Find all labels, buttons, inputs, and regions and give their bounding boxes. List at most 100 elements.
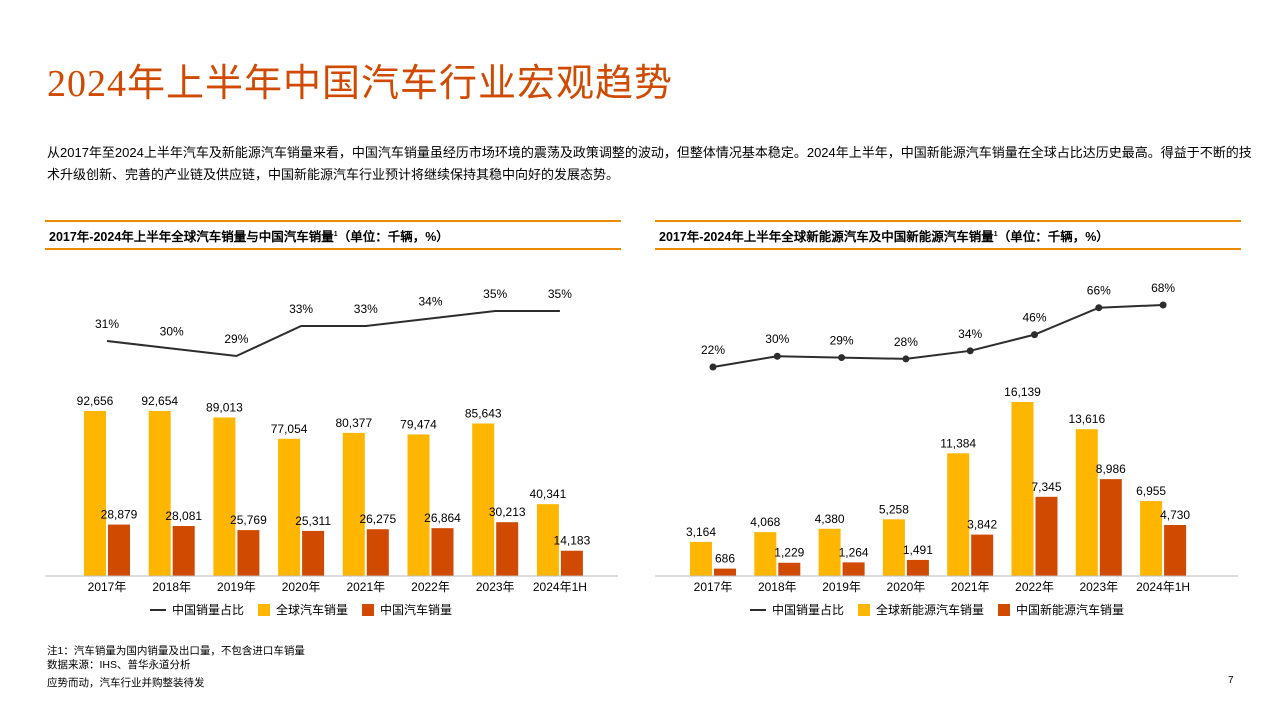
chart-2-x-tick-label: 2024年1H — [1136, 580, 1190, 594]
chart-1-china-bar-label: 25,769 — [230, 513, 267, 527]
chart-1-line-label: 33% — [354, 302, 378, 316]
chart-2-global-bar-label: 3,164 — [686, 525, 716, 539]
chart-1-line-label: 35% — [483, 287, 507, 301]
chart-1-china-bar-label: 25,311 — [295, 514, 331, 528]
chart-2-global-bar — [818, 528, 841, 576]
page-number: 7 — [1228, 675, 1234, 686]
chart-1-global-bar-label: 80,377 — [335, 416, 372, 430]
chart-2-china-bar — [971, 534, 994, 576]
footnote: 注1：汽车销量为国内销量及出口量，不包含进口车销量 — [47, 645, 305, 657]
chart-2-line-label: 68% — [1151, 281, 1175, 295]
chart-1-line-label: 33% — [289, 302, 313, 316]
chart-1-china-bar-label: 14,183 — [554, 534, 591, 548]
chart-1-china-bar-label: 30,213 — [489, 505, 526, 519]
chart-1-china-bar — [237, 530, 260, 576]
chart-2-x-tick-label: 2021年 — [951, 580, 990, 594]
chart-2-global-bar — [1140, 501, 1163, 576]
chart-2-global-bar-label: 13,616 — [1068, 412, 1105, 426]
chart-2-china-bar-label: 4,730 — [1160, 508, 1190, 522]
chart-2-china-bar — [714, 568, 736, 576]
chart-1-china-bar — [366, 529, 389, 576]
chart-1-global-bar-label: 77,054 — [271, 422, 308, 436]
chart-2-legend-china: 中国新能源汽车销量 — [1016, 602, 1124, 617]
chart-1-x-tick-label: 2019年 — [217, 580, 256, 594]
chart-2-line-label: 34% — [958, 327, 982, 341]
chart-1-china-bar-label: 26,864 — [424, 511, 461, 525]
chart-2-global-bar-label: 5,258 — [879, 502, 909, 516]
chart-2-china-bar-label: 1,264 — [839, 545, 869, 559]
chart-2-global-bar — [947, 453, 970, 576]
chart-1-legend-china: 中国汽车销量 — [380, 602, 452, 617]
chart-2-title-unit: （单位：千辆，%） — [997, 230, 1109, 245]
chart-1-china-bar-label: 28,879 — [101, 508, 138, 522]
chart-1-line-label: 35% — [548, 287, 572, 301]
chart-2-china-bar — [1099, 479, 1122, 576]
data-source: 数据来源：IHS、普华永道分析 — [47, 659, 191, 671]
chart-1-legend-global: 全球汽车销量 — [276, 602, 348, 617]
chart-2-china-bar — [1035, 496, 1058, 576]
chart-2-global-bar — [690, 541, 712, 576]
chart-2-line-label: 29% — [830, 334, 854, 348]
chart-1-china-bar — [302, 530, 325, 576]
chart-1-line-label: 30% — [160, 325, 184, 339]
chart-2-china-bar-label: 1,491 — [903, 543, 933, 557]
chart-2-global-bar-label: 6,955 — [1136, 484, 1166, 498]
chart-2-title-text: 2017年-2024年上半年全球新能源汽车及中国新能源汽车销量 — [659, 230, 994, 245]
chart-2-china-bar-label: 3,842 — [967, 518, 997, 532]
chart-1-global-bar — [278, 438, 301, 576]
chart-1-legend-share: 中国销量占比 — [172, 602, 244, 617]
chart-2-global-bar — [754, 532, 777, 576]
chart-1-global-bar-label: 85,643 — [465, 406, 502, 420]
chart-2-global-bar — [1075, 429, 1098, 576]
chart-1-china-bar-label: 28,081 — [165, 509, 202, 523]
chart-1-global-bar-label: 79,474 — [400, 417, 437, 431]
intro-text: 从2017年至2024上半年汽车及新能源汽车销量来看，中国汽车销量虽经历市场环境… — [47, 145, 1252, 182]
chart-1-china-bar — [496, 522, 519, 576]
chart-1-x-tick-label: 2021年 — [346, 580, 385, 594]
chart-1-title-text: 2017年-2024年上半年全球汽车销量与中国汽车销量 — [49, 230, 334, 245]
chart-1-global-bar-label: 40,341 — [530, 487, 567, 501]
chart-1-x-tick-label: 2017年 — [88, 580, 127, 594]
chart-2-legend-share: 中国销量占比 — [772, 602, 844, 617]
chart-2-x-tick-label: 2023年 — [1079, 580, 1118, 594]
chart-2-line-label: 30% — [765, 332, 789, 346]
chart-1-china-bar — [108, 524, 130, 576]
chart-1-line-label: 29% — [224, 332, 248, 346]
chart-1-title-unit: （单位：千辆，%） — [337, 230, 449, 245]
chart-1-x-tick-label: 2023年 — [476, 580, 515, 594]
chart-1-global-bar — [472, 423, 495, 576]
page-title: 2024年上半年中国汽车行业宏观趋势 — [47, 63, 674, 105]
chart-2-x-tick-label: 2022年 — [1015, 580, 1054, 594]
chart-1-china-bar — [560, 550, 583, 576]
chart-1-china-bar-label: 26,275 — [359, 512, 396, 526]
chart-2-china-bar — [842, 562, 865, 576]
chart-1-legend-global-swatch — [258, 604, 270, 616]
chart-2-line-label: 46% — [1022, 311, 1046, 325]
chart-2-x-tick-label: 2018年 — [758, 580, 797, 594]
chart-1-global-bar — [213, 417, 236, 576]
chart-2-x-tick-label: 2020年 — [887, 580, 926, 594]
chart-1-global-bar-label: 92,656 — [77, 394, 114, 408]
chart-1-x-tick-label: 2024年1H — [533, 580, 587, 594]
chart-1-line-label: 31% — [95, 317, 119, 331]
chart-1-share-line — [106, 310, 560, 358]
chart-1-global-bar — [148, 411, 171, 576]
chart-2-global-bar — [1011, 402, 1034, 576]
chart-2-legend-china-swatch — [998, 604, 1010, 616]
chart-2-global-bar-label: 11,384 — [940, 436, 976, 450]
chart-1-line-label: 34% — [418, 295, 442, 309]
chart-2-global-bar-label: 4,380 — [815, 512, 845, 526]
chart-2-line-label: 28% — [894, 335, 918, 349]
chart-1-global-bar-label: 92,654 — [141, 394, 178, 408]
chart-1-global-bar — [342, 432, 365, 576]
chart-1-title-sup: 1 — [333, 231, 338, 238]
chart-2-title: 2017年-2024年上半年全球新能源汽车及中国新能源汽车销量1（单位：千辆，%… — [655, 220, 1241, 250]
chart-1-china-bar — [431, 528, 454, 576]
chart-1-x-tick-label: 2022年 — [411, 580, 450, 594]
footer-text: 应势而动，汽车行业并购整装待发 — [47, 677, 205, 689]
chart-1-global-bar — [407, 434, 430, 576]
chart-1-global-bar — [536, 504, 559, 576]
chart-2-global-bar-label: 4,068 — [750, 515, 780, 529]
